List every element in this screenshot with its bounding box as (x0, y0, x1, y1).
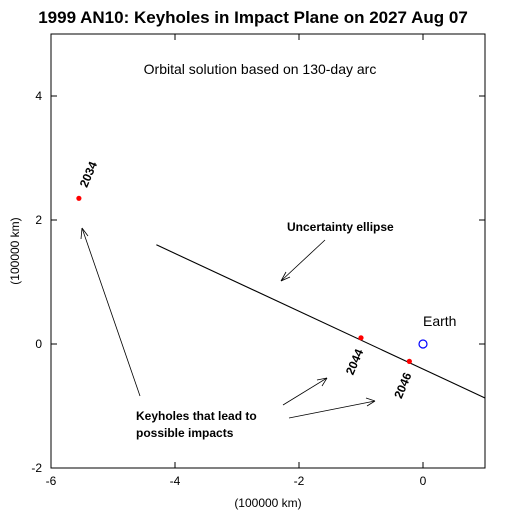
keyhole-arrowhead-2034 (80, 227, 89, 240)
x-tick-label: -4 (170, 474, 181, 488)
y-tick-label: 2 (35, 213, 42, 227)
keyholes-note-line2: possible impacts (136, 426, 234, 440)
keyhole-point-2044 (358, 335, 364, 341)
uncertainty-ellipse-label: Uncertainty ellipse (287, 220, 394, 234)
axis-tick-labels: -6 -4 -2 0 -2 0 2 4 (31, 89, 426, 488)
y-tick-label: -2 (31, 461, 42, 475)
earth-label: Earth (423, 313, 456, 329)
chart-title: 1999 AN10: Keyholes in Impact Plane on 2… (38, 8, 468, 27)
keyholes-note-line1: Keyholes that lead to (136, 409, 257, 423)
x-tick-label: -6 (46, 474, 57, 488)
y-tick-label: 4 (35, 89, 42, 103)
earth-marker (418, 339, 428, 349)
axis-ticks (50, 34, 485, 469)
keyholes-group: 2034 2044 2046 (76, 159, 415, 401)
y-tick-label: 0 (35, 337, 42, 351)
keyhole-arrowhead-2044 (316, 377, 328, 387)
y-axis-label: (100000 km) (8, 217, 22, 284)
uncertainty-ellipse-line (156, 244, 486, 399)
keyhole-label-2034: 2034 (77, 159, 100, 189)
keyhole-arrowhead-2046 (365, 397, 376, 407)
chart-subtitle: Orbital solution based on 130-day arc (144, 61, 377, 77)
keyhole-point-2034 (76, 195, 82, 201)
keyhole-arrow-2034 (81, 227, 141, 397)
plot-frame (50, 33, 486, 469)
x-axis-label: (100000 km) (234, 496, 301, 510)
uncertainty-ellipse-arrowhead (280, 271, 291, 282)
uncertainty-ellipse-arrow (280, 239, 326, 282)
keyhole-arrow-2046 (288, 400, 376, 419)
keyhole-arrow-2044 (282, 377, 328, 406)
x-tick-label: -2 (294, 474, 305, 488)
keyhole-label-2044: 2044 (343, 347, 366, 377)
x-tick-label: 0 (420, 474, 427, 488)
keyhole-point-2046 (406, 358, 412, 364)
keyhole-label-2046: 2046 (391, 370, 414, 400)
